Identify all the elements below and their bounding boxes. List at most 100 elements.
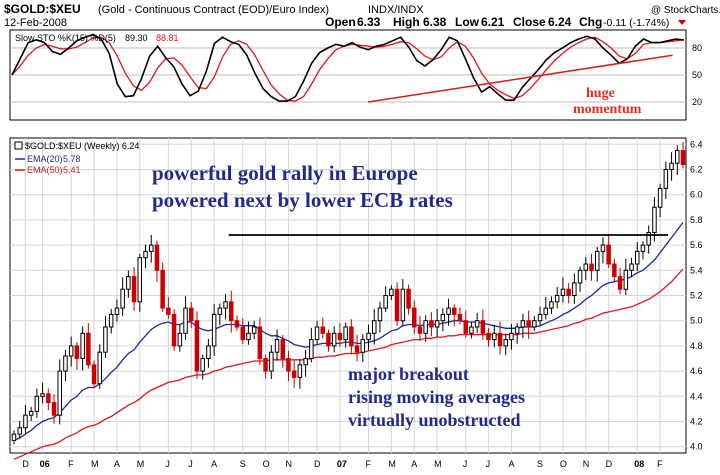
- candle-body: [663, 169, 669, 189]
- candle-body: [372, 320, 377, 334]
- close-value: 6.24: [548, 15, 572, 29]
- x-tick-label: 08: [634, 459, 644, 469]
- low-label: Low: [455, 15, 480, 29]
- x-tick-label: M: [137, 459, 145, 469]
- price-y-tick-label: 5.0: [690, 316, 703, 326]
- ema20-legend-value: 5.78: [63, 154, 81, 164]
- candle-body: [606, 244, 611, 265]
- candle-body: [675, 150, 680, 164]
- candle-body: [131, 276, 137, 303]
- price-y-tick-label: 5.8: [690, 215, 703, 225]
- x-tick-label: N: [583, 459, 590, 469]
- candle-body: [28, 410, 34, 416]
- candle-body: [589, 263, 594, 271]
- candle-body: [194, 320, 200, 372]
- price-legend: $GOLD:$XEU (Weekly) 6.24 EMA(20) 5.78 EM…: [14, 141, 139, 175]
- candle-body: [417, 326, 423, 334]
- candle-body: [34, 395, 40, 412]
- headline-line-1: powerful gold rally in Europe: [152, 161, 418, 185]
- candle-body: [200, 358, 205, 372]
- open-value: 6.33: [357, 15, 381, 29]
- candle-body: [652, 206, 657, 234]
- x-tick-label: A: [114, 459, 120, 469]
- candle-body: [57, 370, 62, 416]
- candle-body: [566, 288, 571, 297]
- candle-body: [274, 339, 280, 353]
- candle-body: [63, 355, 68, 372]
- candle-body: [326, 332, 331, 347]
- candle-body: [91, 364, 97, 385]
- symbol-description: (Gold - Continuous Contract (EOD)/Euro I…: [98, 4, 329, 16]
- candle-body: [492, 332, 497, 341]
- x-tick-label: D: [314, 459, 321, 469]
- candle-body: [23, 414, 28, 429]
- candle-legend-icon: [14, 141, 23, 150]
- candle-body: [354, 345, 360, 353]
- x-tick-label: F: [366, 459, 372, 469]
- candle-body: [429, 320, 434, 328]
- candle-body: [223, 301, 228, 309]
- candle-body: [526, 320, 531, 328]
- candle-body: [497, 332, 503, 347]
- x-tick-label: J: [165, 459, 170, 469]
- chart-date: 12-Feb-2008: [4, 17, 67, 29]
- candle-body: [635, 250, 640, 265]
- candle-body: [520, 320, 526, 328]
- candle-body: [309, 339, 314, 360]
- candle-body: [583, 263, 588, 271]
- sto-y-tick-label: 50: [692, 70, 702, 80]
- high-label: High: [393, 15, 420, 29]
- x-tick-label: A: [211, 459, 217, 469]
- candle-body: [595, 250, 600, 271]
- candle-body: [240, 326, 245, 341]
- candle-body: [17, 427, 22, 435]
- candle-body: [572, 282, 577, 296]
- candle-body: [314, 326, 320, 341]
- exchange-label: INDX/INDX: [368, 4, 424, 16]
- ohlc-readout: Open 6.33 High 6.38 Low 6.21 Close 6.24 …: [325, 15, 686, 29]
- candle-body: [452, 307, 457, 315]
- candle-body: [446, 307, 451, 315]
- candle-body: [246, 332, 251, 341]
- candle-body: [337, 332, 343, 341]
- candle-body: [137, 257, 142, 303]
- candle-body: [86, 332, 91, 366]
- close-label: Close: [513, 15, 546, 29]
- x-tick-label: M: [434, 459, 442, 469]
- candle-body: [183, 307, 188, 334]
- x-tick-label: N: [285, 459, 292, 469]
- candle-body: [640, 244, 646, 252]
- price-y-tick-label: 5.2: [690, 291, 703, 301]
- ema50-legend-label: EMA(50): [27, 165, 63, 175]
- candle-body: [532, 320, 537, 328]
- candle-body: [154, 244, 160, 271]
- ema20-legend-label: EMA(20): [27, 154, 63, 164]
- sto-legend-label: Slow STO %K(15) %D(5): [15, 33, 116, 43]
- note-line-2: rising moving averages: [348, 387, 525, 407]
- candle-body: [217, 307, 223, 315]
- candle-body: [229, 301, 234, 322]
- x-tick-label: S: [537, 459, 543, 469]
- candle-body: [389, 288, 394, 297]
- candle-body: [549, 301, 554, 309]
- candle-body: [189, 307, 194, 322]
- candle-body: [440, 313, 446, 322]
- price-y-tick-label: 5.4: [690, 265, 703, 275]
- candle-body: [11, 433, 17, 441]
- ema50-legend-value: 5.41: [63, 165, 81, 175]
- candle-body: [234, 320, 240, 328]
- x-tick-label: D: [22, 459, 29, 469]
- candle-body: [514, 326, 520, 334]
- candle-body: [286, 358, 291, 372]
- sto-y-tick-label: 20: [692, 97, 702, 107]
- x-tick-label: S: [240, 459, 246, 469]
- open-label: Open: [325, 15, 356, 29]
- candle-body: [657, 187, 663, 208]
- candle-body: [577, 269, 583, 284]
- watermark: @ StockCharts.com: [651, 5, 720, 16]
- candle-body: [263, 358, 268, 372]
- momentum-trendline: [367, 54, 673, 103]
- candle-body: [412, 307, 417, 328]
- candle-body: [646, 232, 651, 246]
